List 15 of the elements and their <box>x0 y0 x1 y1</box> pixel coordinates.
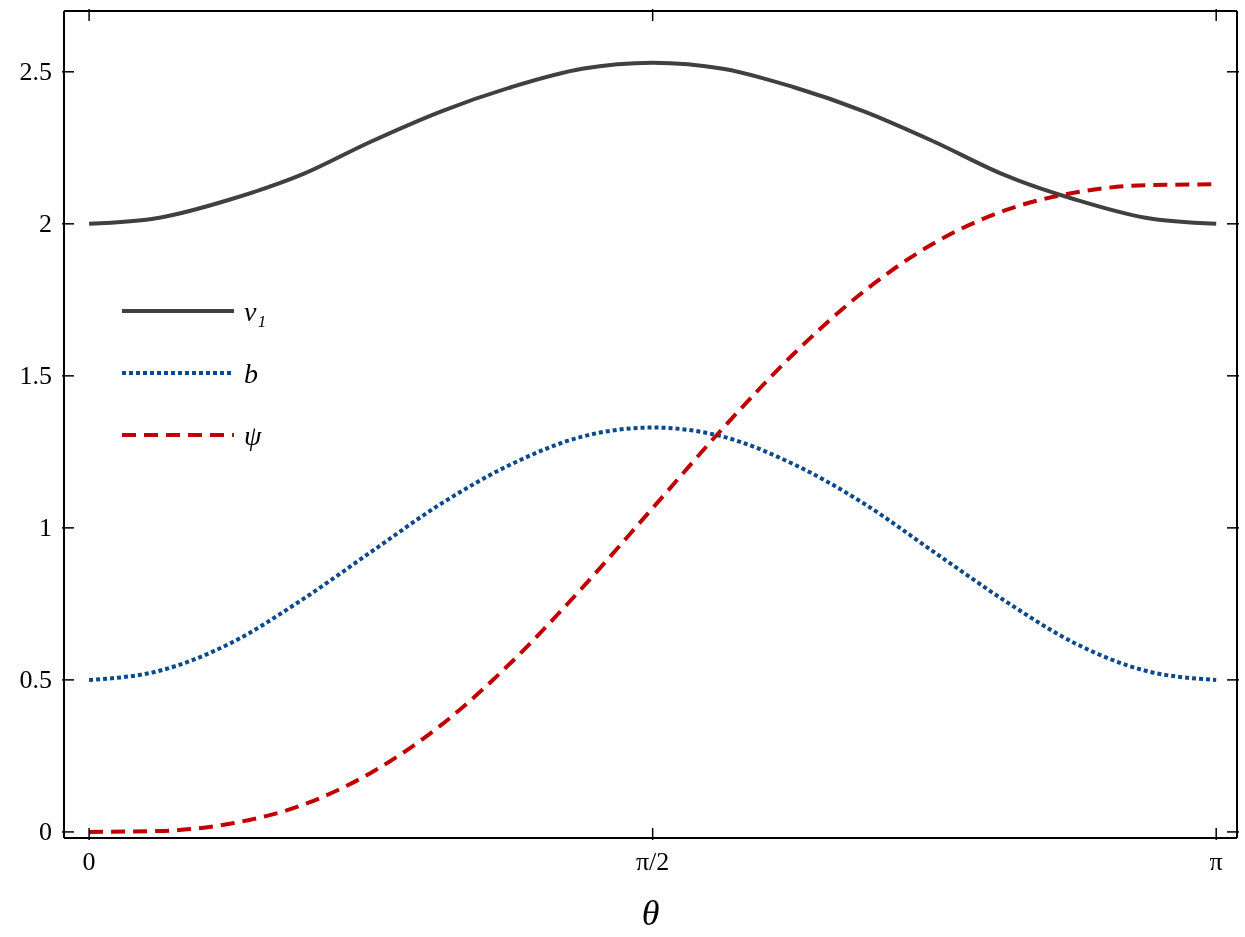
y-tick-label: 0.5 <box>19 665 52 695</box>
line-series <box>87 425 1219 682</box>
line-series <box>87 60 1219 226</box>
legend-label: ψ <box>244 419 262 451</box>
x-axis-title: θ <box>641 893 660 933</box>
legend-label: v₁ <box>244 295 267 327</box>
y-tick-label: 2 <box>39 209 52 239</box>
x-tick-label: π/2 <box>635 847 670 876</box>
x-tick-label: π <box>1209 847 1223 876</box>
y-tick-label: 2.5 <box>19 57 52 87</box>
x-tick-label: 0 <box>82 847 96 876</box>
y-tick-label: 0 <box>39 817 52 847</box>
legend-label: b <box>244 357 258 389</box>
y-tick-label: 1 <box>39 513 52 543</box>
y-tick-label: 1.5 <box>19 361 52 391</box>
